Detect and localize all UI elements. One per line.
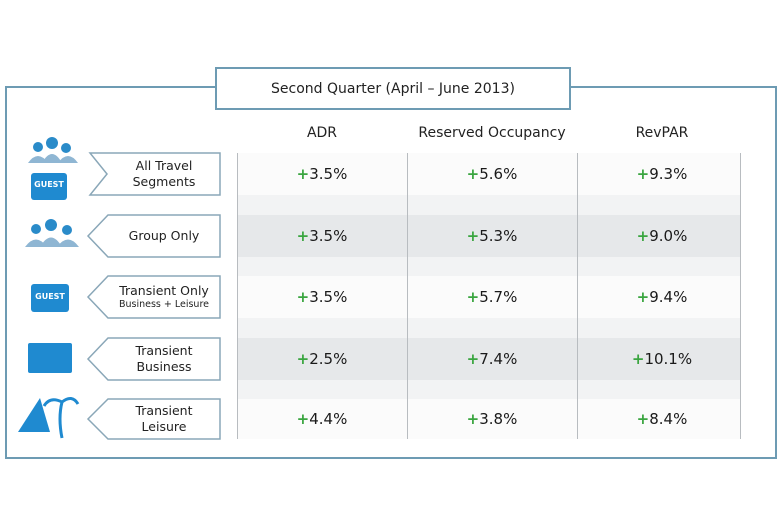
- row-label-line: Group Only: [128, 228, 200, 243]
- table-cell: +9.4%: [577, 276, 747, 318]
- row-label: Transient Leisure: [108, 399, 220, 439]
- cell-value: +9.0%: [636, 227, 688, 245]
- guest-icon: [31, 173, 67, 200]
- cell-value: +9.4%: [636, 288, 688, 306]
- table-cell: +3.5%: [237, 276, 407, 318]
- label-arrow: [86, 275, 221, 319]
- row-label: Transient Business: [108, 338, 220, 380]
- cell-value: +7.4%: [466, 350, 518, 368]
- table-row: [237, 399, 740, 439]
- cell-value: +3.5%: [296, 165, 348, 183]
- table-cell: +5.6%: [407, 153, 577, 195]
- people-icon: [28, 137, 78, 163]
- table-cell: +8.4%: [577, 399, 747, 439]
- guest-icon-text: GUEST: [34, 180, 64, 189]
- row-label-line: Segments: [132, 174, 196, 189]
- cell-value: +5.7%: [466, 288, 518, 306]
- table-cell: +2.5%: [237, 338, 407, 380]
- guest-icon-text: GUEST: [35, 292, 65, 301]
- column-header: ADR: [306, 125, 338, 141]
- suitcase-icon: [28, 343, 72, 373]
- table-row: [237, 276, 740, 318]
- column-divider: [577, 153, 578, 439]
- row-sublabel: Business + Leisure: [118, 299, 209, 310]
- table-cell: +3.8%: [407, 399, 577, 439]
- table-cell: +3.5%: [237, 153, 407, 195]
- column-divider: [237, 153, 238, 439]
- cell-value: +9.3%: [636, 165, 688, 183]
- column-header: Reserved Occupancy: [418, 125, 566, 141]
- table-cell: +3.5%: [237, 215, 407, 257]
- row-label: Transient Only Business + Leisure: [108, 276, 220, 318]
- cell-value: +3.8%: [466, 410, 518, 428]
- column-divider: [407, 153, 408, 439]
- table-cell: +5.7%: [407, 276, 577, 318]
- cell-value: +3.5%: [296, 288, 348, 306]
- beach-icon: [18, 397, 80, 439]
- cell-value: +10.1%: [631, 350, 693, 368]
- cell-value: +5.6%: [466, 165, 518, 183]
- label-arrow: [86, 214, 221, 258]
- row-label: All Travel Segments: [108, 153, 220, 195]
- title: Second Quarter (April – June 2013): [215, 67, 571, 110]
- table-row: [237, 338, 740, 380]
- label-arrow: [86, 337, 221, 381]
- label-arrow: [86, 398, 221, 440]
- column-header: RevPAR: [635, 125, 689, 141]
- row-label-line: All Travel: [135, 158, 193, 173]
- row-label-line: Business: [136, 359, 192, 374]
- cell-value: +3.5%: [296, 227, 348, 245]
- table-row: [237, 153, 740, 195]
- row-label-line: Leisure: [141, 419, 187, 434]
- table-cell: +9.0%: [577, 215, 747, 257]
- row-label-line: Transient: [135, 403, 193, 418]
- cell-value: +5.3%: [466, 227, 518, 245]
- row-label-line: Transient: [135, 343, 193, 358]
- guest-icon: [31, 284, 69, 312]
- cell-value: +4.4%: [296, 410, 348, 428]
- cell-value: +2.5%: [296, 350, 348, 368]
- row-label: Group Only: [108, 215, 220, 257]
- cell-value: +8.4%: [636, 410, 688, 428]
- table-cell: +10.1%: [577, 338, 747, 380]
- table-cell: +4.4%: [237, 399, 407, 439]
- table-cell: +9.3%: [577, 153, 747, 195]
- row-label-line: Transient Only: [119, 283, 209, 298]
- column-divider: [740, 153, 741, 439]
- table-cell: +7.4%: [407, 338, 577, 380]
- people-icon: [25, 219, 79, 247]
- table-cell: +5.3%: [407, 215, 577, 257]
- label-arrow: [88, 152, 221, 196]
- table-row: [237, 215, 740, 257]
